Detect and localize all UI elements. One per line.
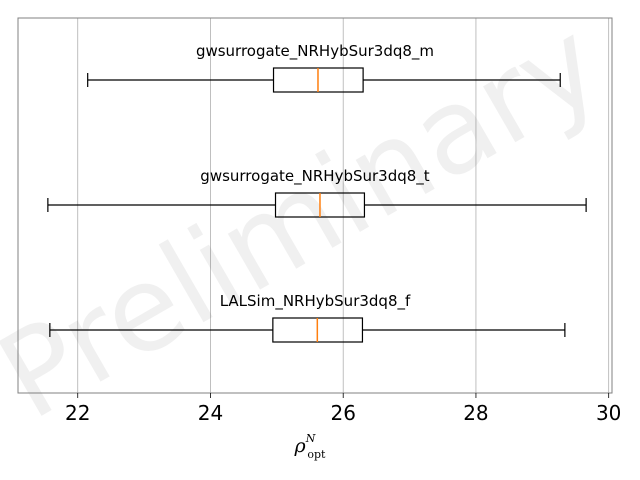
x-tick-label-28: 28 xyxy=(463,401,488,425)
box-3: LALSim_NRHybSur3dq8_f xyxy=(49,292,566,343)
box-1: gwsurrogate_NRHybSur3dq8_m xyxy=(87,42,561,93)
series-label-2: gwsurrogate_NRHybSur3dq8_t xyxy=(200,167,429,186)
x-axis-label-subscript: opt xyxy=(307,448,326,461)
x-tick-label-26: 26 xyxy=(330,401,355,425)
x-axis-label-base: ρ xyxy=(294,435,307,457)
x-axis-label-superscript: N xyxy=(305,432,316,445)
x-tick-label-22: 22 xyxy=(65,401,90,425)
series-label-3: LALSim_NRHybSur3dq8_f xyxy=(220,292,411,311)
series-label-1: gwsurrogate_NRHybSur3dq8_m xyxy=(196,42,434,61)
x-tick-label-30: 30 xyxy=(596,401,621,425)
plot-frame xyxy=(17,17,613,394)
watermark: Preliminary xyxy=(0,0,623,446)
box-series: gwsurrogate_NRHybSur3dq8_m gwsurrogate_NR… xyxy=(47,42,587,343)
x-axis-ticks: 22 24 26 28 30 xyxy=(65,393,621,425)
box-2: gwsurrogate_NRHybSur3dq8_t xyxy=(47,167,587,218)
x-axis-label: ρN opt xyxy=(294,432,326,461)
x-tick-label-24: 24 xyxy=(198,401,223,425)
